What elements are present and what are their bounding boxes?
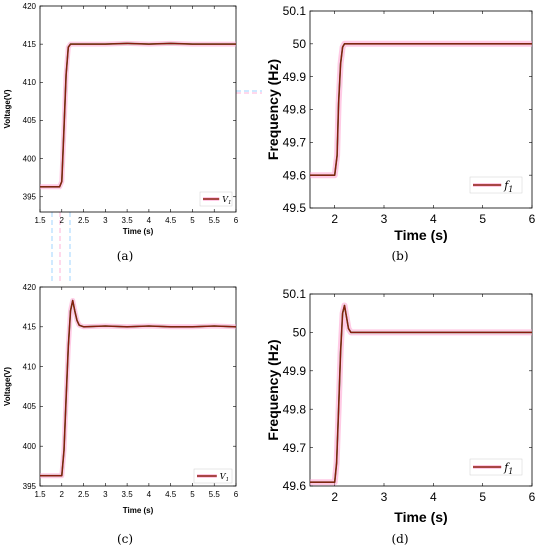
- panel-caption: (c): [117, 532, 133, 546]
- x-tick-label: 2: [60, 216, 65, 225]
- x-tick-label: 2.5: [78, 490, 90, 499]
- series-line: [310, 304, 532, 483]
- y-tick-label: 415: [23, 40, 37, 49]
- x-tick-label: 5: [479, 212, 486, 226]
- x-tick-label: 5: [190, 216, 195, 225]
- y-axis-label: Frequency (Hz): [265, 59, 281, 160]
- panel-c: 1.5 2 2.5 3 3.5 4 4.5 5 5.5 6 395 400 405 410 415 420 V1…: [3, 283, 239, 546]
- x-tick-label: 3: [381, 490, 388, 504]
- x-tick-label: 2: [60, 490, 65, 499]
- x-tick-label: 3.5: [122, 490, 134, 499]
- series-line: [40, 42, 236, 188]
- plot-frame: [39, 5, 237, 213]
- y-tick-label: 49.9: [283, 364, 307, 378]
- x-tick-label: 5.5: [209, 216, 221, 225]
- legend-label-subscript: 1: [508, 467, 513, 476]
- x-tick-label: 5: [190, 490, 195, 499]
- legend-label-subscript: 1: [228, 200, 232, 206]
- x-tick-label: 4: [147, 216, 152, 225]
- y-tick-label: 420: [23, 283, 37, 292]
- y-tick-label: 49.8: [283, 402, 307, 416]
- plot-frame: [39, 286, 237, 487]
- y-tick-label: 400: [23, 442, 37, 451]
- y-tick-label: 50.1: [283, 287, 307, 301]
- x-tick-label: 4.5: [165, 216, 177, 225]
- panel-caption: (a): [117, 249, 134, 263]
- legend-label-subscript: 1: [508, 185, 513, 194]
- x-axis-label: Time (s): [123, 506, 154, 515]
- x-axis-label: Time (s): [394, 227, 447, 243]
- y-tick-label: 405: [23, 402, 37, 411]
- y-tick-label: 50.1: [283, 4, 307, 18]
- x-tick-label: 3: [103, 490, 108, 499]
- y-tick-label: 420: [23, 2, 37, 11]
- x-tick-label: 6: [234, 490, 239, 499]
- y-tick-label: 405: [23, 116, 37, 125]
- y-tick-label: 49.5: [283, 201, 307, 215]
- y-tick-label: 49.6: [283, 168, 307, 182]
- x-tick-label: 3: [381, 212, 388, 226]
- panel-a: 1.5 2 2.5 3 3.5 4 4.5 5 5.5 6 395 400 405 410 415 420 V1…: [3, 2, 239, 263]
- legend-label-subscript: 1: [226, 477, 230, 483]
- series-line: [40, 299, 236, 477]
- panel-b: 2 3 4 5 6 49.5 49.6 49.7 49.8 49.9 50 50.1 f1 Time (s…: [265, 4, 536, 263]
- x-tick-label: 2: [331, 490, 338, 504]
- x-tick-label: 4.5: [165, 490, 177, 499]
- x-tick-label: 1.5: [34, 490, 46, 499]
- x-axis-label: Time (s): [123, 227, 154, 236]
- x-tick-label: 4: [430, 490, 437, 504]
- panel-d: 2 3 4 5 6 49.6 49.7 49.8 49.9 50 50.1 f1 Time (s) Fre…: [265, 287, 536, 546]
- y-tick-label: 395: [23, 482, 37, 491]
- x-tick-label: 2: [331, 212, 338, 226]
- x-tick-label: 3.5: [122, 216, 134, 225]
- x-tick-label: 1.5: [34, 216, 46, 225]
- x-tick-label: 6: [234, 216, 239, 225]
- y-tick-label: 410: [23, 78, 37, 87]
- y-tick-label: 49.9: [283, 70, 307, 84]
- x-tick-label: 6: [529, 212, 536, 226]
- x-tick-label: 4: [147, 490, 152, 499]
- y-tick-label: 49.8: [283, 103, 307, 117]
- y-tick-label: 49.6: [283, 479, 307, 493]
- y-tick-label: 410: [23, 362, 37, 371]
- x-tick-label: 5.5: [209, 490, 221, 499]
- y-tick-label: 400: [23, 154, 37, 163]
- y-axis-label: Frequency (Hz): [265, 339, 281, 440]
- y-tick-label: 50: [293, 326, 307, 340]
- x-tick-label: 4: [430, 212, 437, 226]
- y-tick-label: 415: [23, 323, 37, 332]
- x-tick-label: 5: [479, 490, 486, 504]
- panel-caption: (d): [391, 532, 408, 546]
- legend-label: V1: [222, 195, 231, 206]
- x-tick-label: 3: [103, 216, 108, 225]
- legend-label: f1: [503, 461, 513, 476]
- y-axis-label: Voltage(V): [3, 367, 12, 406]
- y-tick-label: 395: [23, 193, 37, 202]
- panel-caption: (b): [391, 249, 408, 263]
- y-tick-label: 49.7: [283, 136, 307, 150]
- x-tick-label: 2.5: [78, 216, 90, 225]
- y-axis-label: Voltage(V): [3, 89, 12, 128]
- x-axis-label: Time (s): [394, 509, 447, 525]
- legend-label: f1: [503, 179, 513, 194]
- y-tick-label: 50: [293, 37, 307, 51]
- y-tick-label: 49.7: [283, 441, 307, 455]
- x-tick-label: 6: [529, 490, 536, 504]
- legend-label: V1: [220, 472, 229, 483]
